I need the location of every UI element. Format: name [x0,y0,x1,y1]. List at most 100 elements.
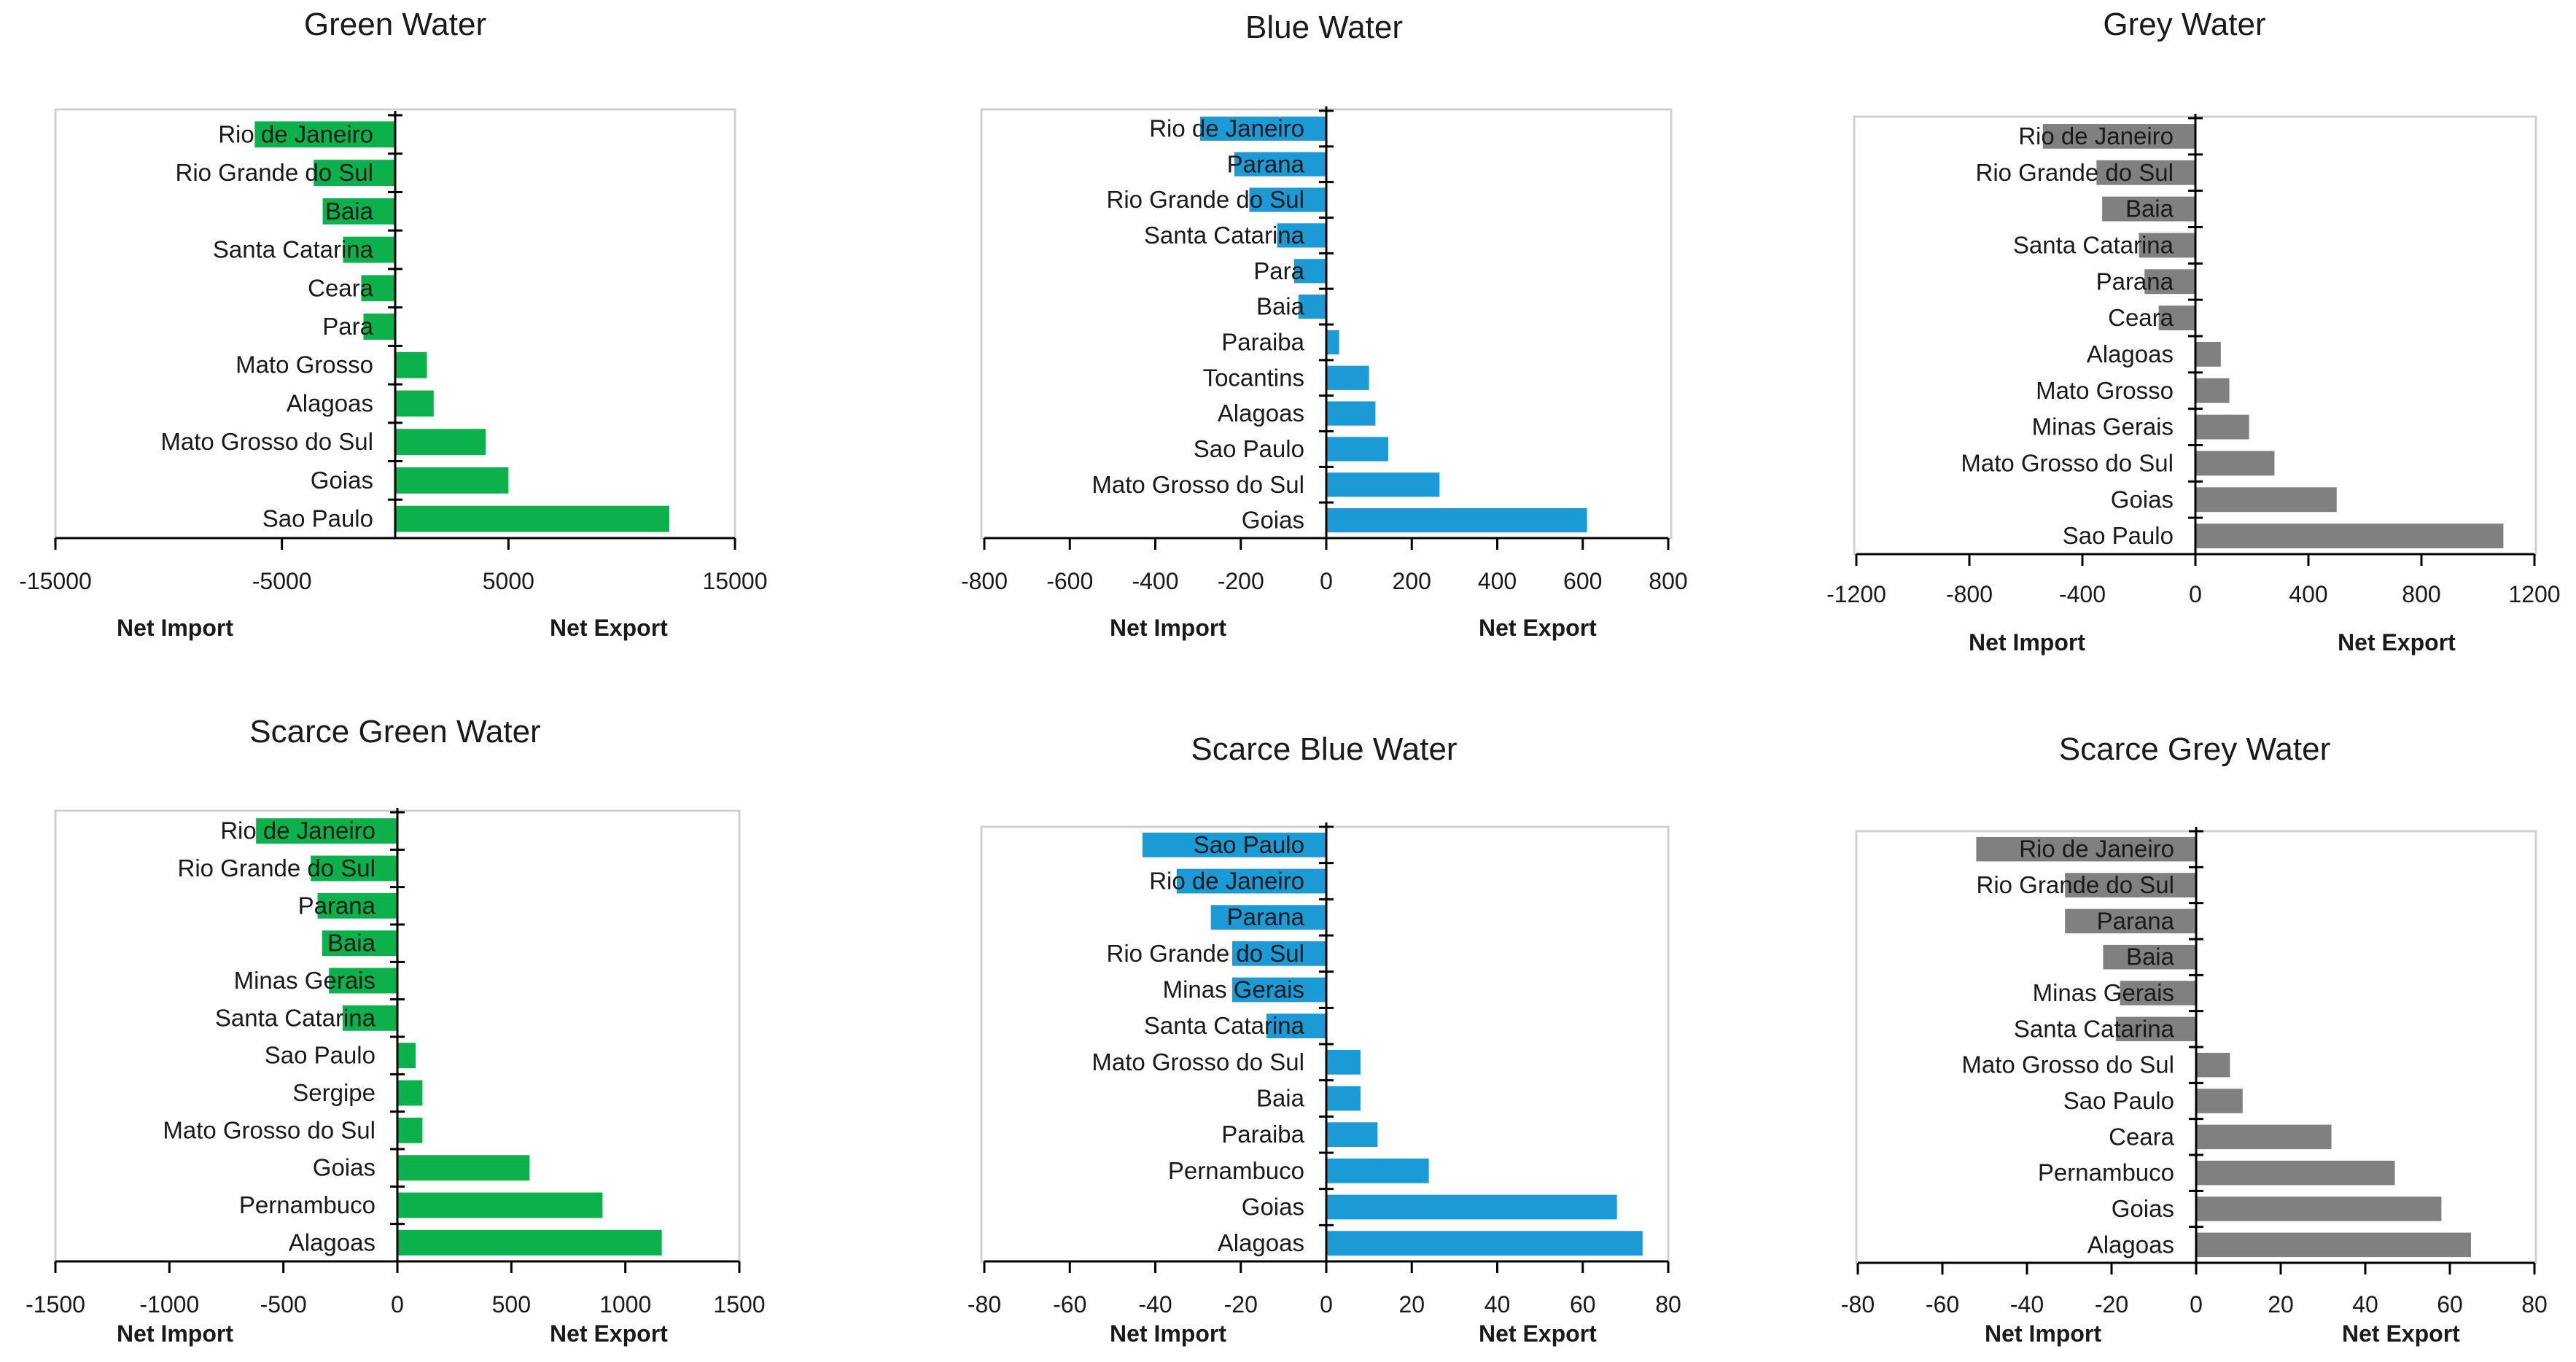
x-tick-label: 80 [1655,1291,1681,1318]
category-label: Mato Grosso do Sul [1961,1051,2174,1078]
chart-panel-6: Scarce Grey Water Rio de Janeiro Rio Grand… [1841,731,2548,1347]
bar-alagoas [1326,401,1376,426]
x-tick-label: -40 [1138,1291,1172,1318]
bar-mato-grosso-do-sul [2195,451,2275,476]
bar-parana [2144,269,2195,295]
category-label: Sergipe [292,1079,375,1106]
category-label: Alagoas [1218,1229,1304,1256]
bar-rio-grande-do-sul [311,855,397,882]
bar-para [363,314,395,340]
x-tick-label: 0 [1320,568,1333,594]
bar-sao-paulo [2196,1089,2243,1113]
category-label: Baia [327,930,376,957]
bar-mato-grosso-do-sul [395,429,486,456]
category-label: Parana [1227,903,1305,930]
x-tick-label: 400 [1478,568,1517,594]
category-label: Minas Gerais [2032,413,2174,440]
category-label: Baia [1256,293,1305,320]
category-label: Sao Paulo [265,1042,375,1069]
category-label: Minas Gerais [2033,979,2174,1006]
bar-ceara [2158,306,2195,331]
category-label: Mato Grosso do Sul [1092,1048,1304,1075]
x-tick-label: -1200 [1826,581,1886,607]
bar-ceara [361,275,395,302]
net-import-label: Net Import [117,1320,233,1347]
bar-rio-de-janeiro [1200,116,1326,141]
x-tick-label: 60 [2437,1291,2463,1318]
category-label: Para [322,313,373,340]
bar-baia [2102,196,2195,222]
chart-title: Scarce Grey Water [2059,731,2330,767]
category-label: Alagoas [1218,400,1304,427]
category-label: Sao Paulo [1194,435,1304,462]
category-label: Pernambuco [2038,1159,2174,1186]
bar-minas-gerais [2120,981,2196,1005]
bar-ceara [2196,1124,2332,1150]
bar-santa-catarina [1266,1013,1326,1039]
category-label: Baia [1256,1085,1305,1112]
category-label: Mato Grosso do Sul [160,428,373,455]
bar-santa-catarina [2115,1016,2196,1042]
x-tick-label: 600 [1563,568,1602,594]
x-tick-label: -500 [260,1291,307,1318]
net-import-label: Net Import [1985,1320,2101,1347]
x-tick-label: -200 [1218,568,1264,594]
chart-panel-4: Scarce Green Water Rio de Janeiro Rio Gran… [26,714,766,1347]
bar-parana [1210,905,1326,930]
x-tick-label: 1200 [2508,581,2560,607]
x-tick-label: -600 [1046,568,1093,594]
bar-parana [317,892,397,919]
category-label: Santa Catarina [1144,222,1305,249]
bar-alagoas [397,1229,662,1256]
bar-alagoas [1326,1231,1643,1256]
chart-title: Grey Water [2103,7,2265,42]
category-label: Rio Grande do Sul [1976,159,2174,186]
bar-rio-de-janeiro [254,121,395,148]
category-label: Rio Grande do Sul [178,855,376,882]
x-tick-label: -1500 [26,1291,85,1318]
x-tick-label: 80 [2521,1291,2548,1318]
category-label: Ceara [2109,1123,2175,1150]
x-tick-label: -1000 [139,1291,199,1318]
category-label: Para [1253,257,1304,284]
chart-title: Scarce Green Water [249,714,540,750]
bar-sao-paulo [397,1043,416,1069]
bar-pernambuco [1326,1158,1429,1183]
category-label: Santa Catarina [2014,1015,2175,1042]
category-label: Sao Paulo [2063,1087,2174,1114]
x-tick-label: -400 [2059,581,2106,607]
x-tick-label: 500 [492,1291,531,1318]
category-label: Rio de Janeiro [218,120,373,147]
bar-mato-grosso-do-sul [2196,1052,2230,1078]
category-label: Goias [2112,1195,2174,1222]
x-tick-label: -60 [1926,1291,1959,1318]
bar-alagoas [2196,1232,2471,1258]
category-label: Goias [1242,1194,1304,1221]
x-tick-label: -80 [968,1291,1001,1318]
bar-mato-grosso [2195,378,2230,403]
x-tick-label: -40 [2010,1291,2044,1318]
x-tick-label: -800 [961,568,1008,594]
bar-baia [1326,1086,1361,1111]
bar-paraiba [1326,330,1339,355]
category-label: Tocantins [1203,364,1304,391]
category-label: Santa Catarina [2013,231,2174,258]
category-label: Rio Grande do Sul [176,159,374,186]
category-label: Pernambuco [1168,1157,1304,1184]
category-label: Sao Paulo [2063,522,2174,549]
x-tick-label: 60 [1570,1291,1596,1318]
category-label: Parana [2097,907,2175,934]
category-label: Sao Paulo [262,505,373,532]
bar-sergipe [397,1080,423,1106]
bar-sao-paulo [395,505,669,532]
category-label: Goias [313,1154,375,1181]
x-tick-label: 5000 [483,568,534,594]
bar-para [1294,259,1326,284]
bar-goias [1326,507,1587,533]
x-tick-label: 0 [2190,1291,2203,1318]
x-tick-label: -15000 [19,568,92,594]
net-import-label: Net Import [1110,615,1226,641]
category-label: Alagoas [289,1229,375,1256]
category-label: Rio de Janeiro [1149,868,1304,895]
